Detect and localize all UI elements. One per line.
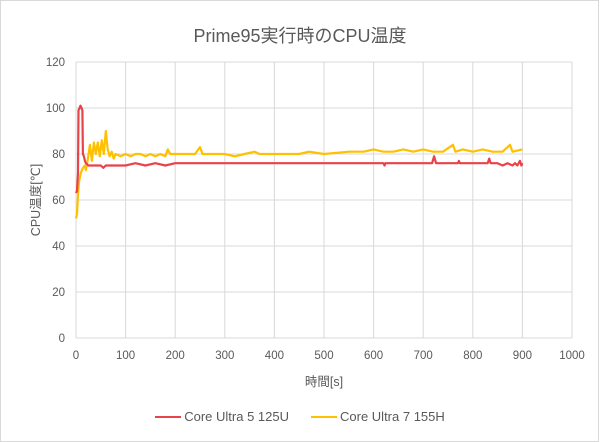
legend-swatch [311, 415, 337, 418]
x-tick-label: 300 [215, 350, 234, 362]
x-tick-label: 100 [116, 350, 135, 362]
x-tick-label: 0 [73, 350, 79, 362]
x-tick-label: 500 [314, 350, 333, 362]
x-tick-label: 600 [364, 350, 383, 362]
gridlines [75, 61, 573, 339]
series-lines [74, 104, 524, 219]
legend-label: Core Ultra 7 155H [340, 409, 445, 424]
x-tick-label: 900 [513, 350, 532, 362]
y-axis-label: CPU温度[℃] [28, 164, 43, 236]
legend-item-core-ultra-7[interactable]: Core Ultra 7 155H [311, 409, 445, 424]
y-axis-ticks: 0 20 40 60 80 100 120 [46, 57, 65, 345]
series-line [74, 129, 523, 219]
x-tick-label: 200 [166, 350, 185, 362]
legend-swatch [155, 415, 182, 418]
legend-item-core-ultra-5[interactable]: Core Ultra 5 125U [155, 409, 289, 424]
chart-title: Prime95実行時のCPU温度 [193, 26, 407, 46]
y-tick-label: 120 [46, 57, 65, 69]
x-tick-label: 800 [463, 350, 482, 362]
legend: Core Ultra 5 125U Core Ultra 7 155H [0, 409, 600, 424]
y-tick-label: 0 [59, 333, 65, 345]
x-axis-ticks: 0 100 200 300 400 500 600 700 800 900 1000 [73, 350, 585, 362]
x-tick-label: 400 [265, 350, 284, 362]
x-axis-label: 時間[s] [305, 375, 343, 389]
series-line [74, 104, 524, 194]
x-tick-label: 1000 [559, 350, 585, 362]
y-tick-label: 100 [46, 103, 65, 115]
y-tick-label: 20 [52, 287, 65, 299]
y-tick-label: 80 [52, 149, 65, 161]
x-tick-label: 700 [414, 350, 433, 362]
y-tick-label: 60 [52, 195, 65, 207]
y-tick-label: 40 [52, 241, 65, 253]
legend-label: Core Ultra 5 125U [184, 409, 289, 424]
